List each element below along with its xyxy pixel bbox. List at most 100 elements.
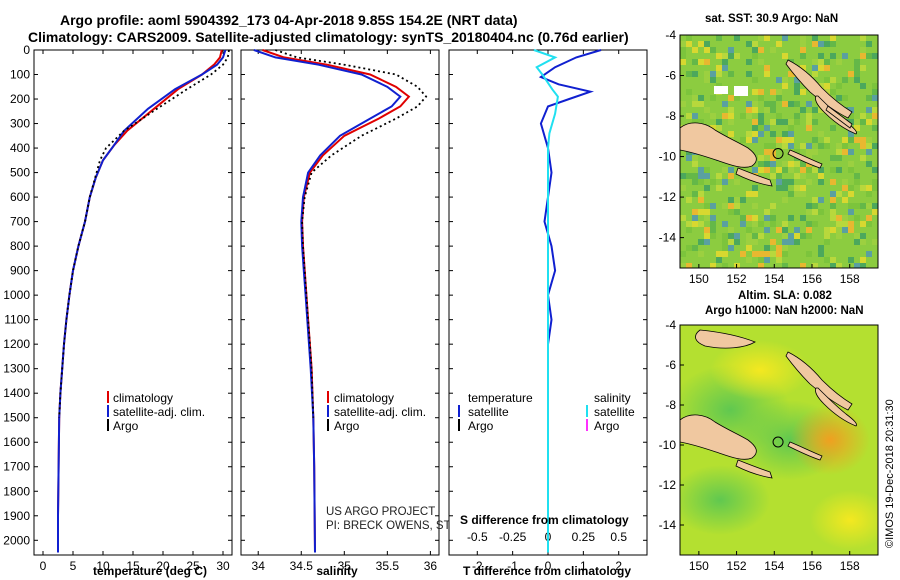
sst-map: 150 152 154 156 158 -4 -6 -8 -10 -12 -14 [659,28,879,286]
y-tick-label: 100 [10,68,30,82]
map-x-tick-label: 156 [802,272,822,286]
map-y-tick-label: -8 [665,109,676,123]
y-tick-label: 1400 [3,386,30,400]
x-tick-label: 25 [186,559,200,573]
x-tick-label: 20 [156,559,170,573]
sst-argo-location-marker [772,148,784,160]
project-line1: US ARGO PROJECT [326,506,435,518]
difference-legend: temperature salinity satellite Argo sate… [458,391,635,433]
y-tick-label: 700 [10,215,30,229]
y-tick-label: 1900 [3,509,30,523]
y-tick-label: 500 [10,166,30,180]
legend-argo: Argo [113,419,139,433]
temperature-diff-xlabel: T difference from climatology [463,564,631,578]
temperature-legend: climatology satellite-adj. clim. Argo [107,391,205,433]
series-satellite-adj-clim- [253,49,402,553]
map-y-tick-label: -12 [659,478,677,492]
sla-argo-location-marker [772,436,784,448]
map-x-tick-label: 154 [764,272,784,286]
plot-title-line2: Climatology: CARS2009. Satellite-adjuste… [28,29,629,45]
map-y-tick-label: -4 [665,28,676,42]
salinity-axes-frame [240,49,440,556]
legend-climatology: climatology [334,391,394,405]
sst-map-frame [679,34,879,269]
y-tick-label: 600 [10,190,30,204]
x-tick-label: 34.5 [290,559,314,573]
x-tick-label: 10 [96,559,110,573]
x-tick-label: 0 [545,559,552,573]
y-tick-label: 1500 [3,411,30,425]
series-satellite-adj-clim- [57,49,227,553]
plot-title-line1: Argo profile: aoml 5904392_173 04-Apr-20… [60,12,518,28]
sla-map: 150 152 154 156 158 -4 -6 -8 -10 -12 -14 [659,318,879,573]
legend-s-satellite: satellite [594,405,635,419]
sla-map-frame [679,324,879,556]
map-x-tick-label: 154 [764,559,784,573]
legend-argo: Argo [334,419,360,433]
series-argo [58,49,230,418]
map-x-tick-label: 158 [840,272,860,286]
x2-tick-label: -0.25 [499,530,527,544]
x-tick-label: 5 [70,559,77,573]
y-tick-label: 0 [23,43,30,57]
x-tick-label: 35 [338,559,352,573]
sla-map-title-line1: Altim. SLA: 0.082 [738,290,832,302]
x-tick-label: 35.5 [376,559,400,573]
legend-s-argo: Argo [594,419,620,433]
map-y-tick-label: -14 [659,518,677,532]
temperature-xlabel: temperature (deg C) [93,564,207,578]
sla-map-title-line2: Argo h1000: NaN h2000: NaN [705,305,864,317]
y-tick-label: 200 [10,92,30,106]
legend-heading-temperature: temperature [468,391,533,405]
x2-tick-label: -0.5 [467,530,488,544]
sst-map-title: sat. SST: 30.9 Argo: NaN [705,13,839,25]
x-tick-label: 15 [126,559,140,573]
temperature-panel: 0100200300400500600700800900100011001200… [3,43,233,578]
map-x-tick-label: 152 [727,559,747,573]
map-y-tick-label: -6 [665,358,676,372]
map-y-tick-label: -6 [665,69,676,83]
sla-land [680,329,857,479]
map-x-tick-label: 152 [727,272,747,286]
legend-satellite: satellite-adj. clim. [334,405,426,419]
y-tick-label: 1200 [3,337,30,351]
map-y-tick-label: -10 [659,438,677,452]
legend-t-satellite: satellite [468,405,509,419]
x-tick-label: 30 [216,559,230,573]
legend-heading-salinity: salinity [594,391,631,405]
legend-t-argo: Argo [468,419,494,433]
map-y-tick-label: -12 [659,190,677,204]
x2-tick-label: 0.25 [572,530,596,544]
y-tick-label: 1700 [3,460,30,474]
y-tick-label: 1100 [4,313,30,327]
salinity-xlabel: salinity [316,564,358,578]
y-tick-label: 800 [10,239,30,253]
x-tick-label: -1 [507,559,518,573]
y-tick-label: 1600 [3,435,30,449]
map-y-tick-label: -4 [665,318,676,332]
x2-tick-label: 0.5 [610,530,627,544]
map-y-tick-label: -14 [659,231,677,245]
salinity-diff-xlabel: S difference from climatology [460,513,629,527]
y-tick-label: 300 [10,117,30,131]
x-tick-label: 2 [615,559,622,573]
map-y-tick-label: -8 [665,398,676,412]
legend-satellite: satellite-adj. clim. [113,405,205,419]
map-x-tick-label: 150 [689,559,709,573]
legend-climatology: climatology [113,391,173,405]
map-y-tick-label: -10 [659,150,677,164]
map-x-tick-label: 158 [840,559,860,573]
y-tick-label: 1300 [3,362,30,376]
series-salinity-satellite [533,49,559,553]
series-argo [275,49,428,418]
y-tick-label: 2000 [3,533,30,547]
x-tick-label: 36 [424,559,438,573]
x-tick-label: 1 [580,559,587,573]
x-tick-label: 0 [40,559,47,573]
map-x-tick-label: 150 [689,272,709,286]
salinity-legend: climatology satellite-adj. clim. Argo [327,391,426,433]
sst-land [680,59,857,187]
y-tick-label: 400 [10,141,30,155]
x-tick-label: 34 [252,559,266,573]
